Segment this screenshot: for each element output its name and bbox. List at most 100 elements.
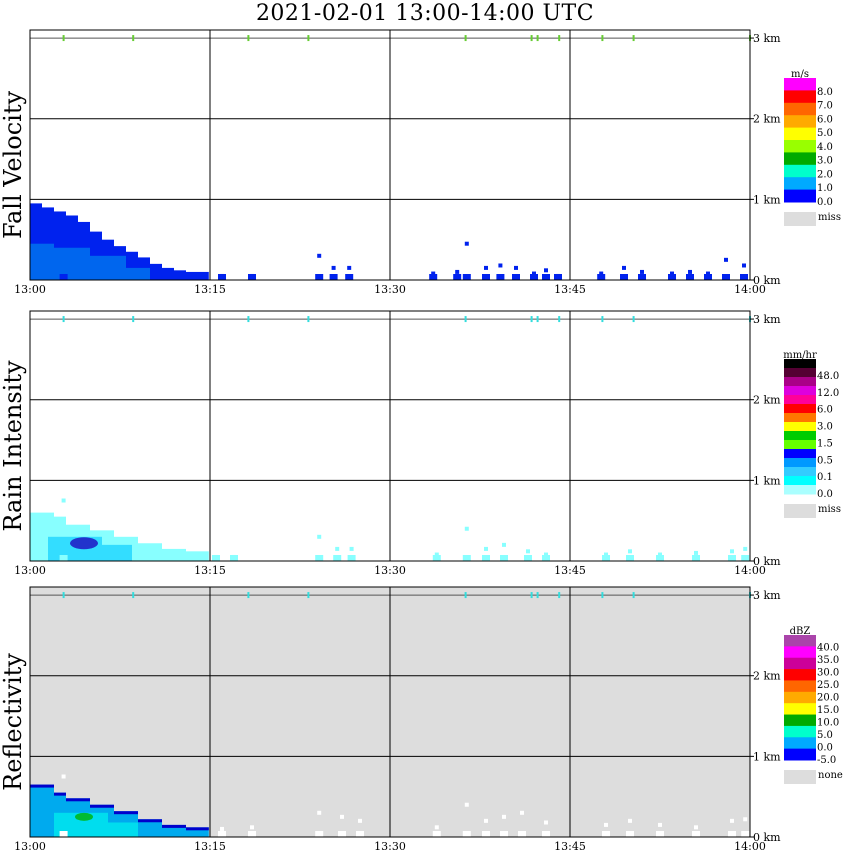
colorbar-miss-label: miss (818, 212, 841, 223)
echo-speckle (462, 274, 471, 280)
echo-speckle (317, 253, 322, 258)
echo-speckle (338, 831, 346, 837)
echo-speckle (743, 817, 748, 822)
echo-cell (162, 548, 186, 561)
x-tick-label: 13:45 (554, 840, 586, 853)
colorbar-label: 1.5 (817, 438, 833, 449)
colorbar-label: 2.0 (817, 169, 833, 180)
x-tick-label: 14:00 (734, 840, 766, 853)
plot-frame (29, 586, 751, 838)
echo-speckle (317, 810, 322, 815)
echo-edge (30, 784, 54, 788)
echo-speckle (347, 555, 356, 561)
y-tick-label: 0 km (753, 555, 781, 568)
echo-edge (90, 804, 114, 808)
echo-cell (186, 271, 209, 280)
echo-cell (162, 824, 186, 837)
echo-speckle (544, 268, 548, 273)
top-mark (307, 35, 310, 42)
colorbar-swatch (784, 703, 816, 716)
echo-speckle (358, 818, 362, 823)
echo-speckle (482, 831, 490, 837)
echo-speckle (530, 274, 538, 280)
echo-speckle (498, 263, 503, 268)
panel-fall-velocity: 13:00 13:15 13:30 13:45 14:000 km 1 km 2 km 3 k… (0, 29, 841, 296)
echo-speckle (542, 831, 550, 837)
colorbar-swatch (784, 115, 816, 129)
top-mark (632, 316, 635, 323)
colorbar-swatch (784, 140, 816, 153)
x-tick-label: 13:15 (194, 283, 226, 296)
echo-speckle (349, 546, 354, 551)
y-tick-label: 3 km (753, 589, 781, 602)
top-mark (558, 316, 561, 323)
chart-title: 2021-02-01 13:00-14:00 UTC (255, 1, 595, 26)
colorbar-swatch (784, 669, 816, 681)
x-tick-label: 13:15 (194, 564, 226, 577)
echo-speckle (315, 274, 324, 280)
top-mark (464, 35, 467, 42)
x-tick-label: 13:45 (554, 283, 586, 296)
echo-speckle (340, 814, 344, 819)
echo-speckle (532, 271, 536, 276)
panel-label: Rain Intensity (0, 360, 27, 532)
echo-speckle (658, 552, 662, 557)
echo-speckle (59, 274, 68, 280)
colorbar-swatch (784, 395, 816, 405)
top-mark (247, 35, 250, 42)
colorbar-label: 0.0 (817, 489, 833, 500)
plot-frame (29, 310, 751, 562)
y-tick-label: 2 km (753, 670, 781, 683)
echo-speckle (482, 555, 490, 561)
colorbar-label: 3.0 (817, 422, 833, 433)
echo-speckle (218, 831, 226, 837)
colorbar-label: -5.0 (817, 755, 836, 766)
echo-speckle (728, 831, 736, 837)
echo-speckle (694, 825, 698, 830)
echo-cell (138, 543, 162, 561)
echo-speckle (520, 810, 524, 815)
echo-speckle (704, 274, 712, 280)
echo-speckle (597, 274, 606, 280)
colorbar-label: 0.5 (817, 455, 833, 466)
colorbar-swatch (784, 476, 816, 486)
x-tick-label: 13:00 (14, 564, 46, 577)
echo-speckle (628, 549, 632, 554)
colorbar-swatch (784, 90, 816, 104)
echo-speckle (484, 546, 488, 551)
echo-speckle (626, 831, 634, 837)
echo-speckle (620, 274, 628, 280)
echo-speckle (212, 555, 220, 561)
colorbar-swatch (784, 725, 816, 738)
echo-speckle (59, 831, 68, 837)
colorbar-unit: mm/hr (783, 350, 817, 361)
echo-speckle (59, 555, 68, 561)
echo-speckle (248, 274, 256, 280)
x-tick-label: 13:30 (374, 840, 406, 853)
y-tick-label: 2 km (753, 113, 781, 126)
echo-speckle (464, 802, 469, 807)
colorbar-swatch (784, 189, 816, 203)
echo-speckle (626, 555, 634, 561)
echo-speckle (688, 269, 692, 274)
top-mark (536, 35, 539, 42)
echo-speckle (464, 241, 469, 246)
echo-core-cell (54, 247, 90, 280)
echo-cell (186, 827, 209, 837)
echo-speckle (453, 274, 462, 280)
top-mark (536, 592, 539, 599)
echo-core-cell (108, 822, 138, 837)
top-mark (464, 316, 467, 323)
colorbar-swatch (784, 635, 816, 647)
top-mark (536, 316, 539, 323)
echo-speckle (656, 831, 664, 837)
echo-edge (114, 811, 138, 815)
colorbar-swatch (784, 646, 816, 659)
echo-speckle (730, 549, 734, 554)
echo-speckle (602, 555, 610, 561)
echo-core-cell (90, 255, 126, 280)
echo-speckle (61, 774, 66, 779)
echo-speckle (668, 274, 676, 280)
echo-speckle (347, 265, 352, 270)
